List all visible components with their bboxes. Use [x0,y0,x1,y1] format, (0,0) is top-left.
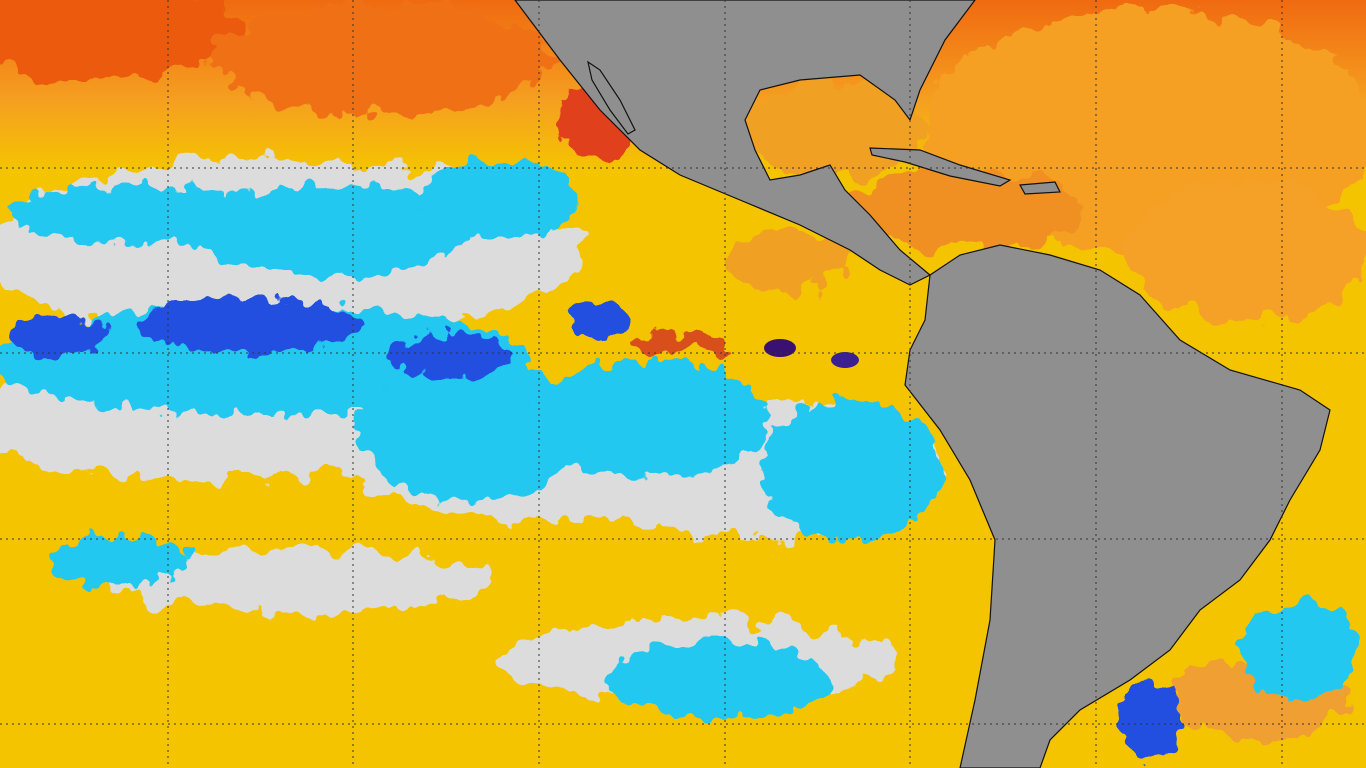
south-america [904,244,1331,768]
baja-peninsula [587,60,636,135]
cuba [869,147,1012,187]
strong-cool-patches [10,297,1180,760]
hispaniola [1019,181,1061,195]
cold-spot [764,339,796,357]
north-central-america [514,0,976,286]
cold-spot [831,352,859,368]
cool-patches [0,160,1360,720]
